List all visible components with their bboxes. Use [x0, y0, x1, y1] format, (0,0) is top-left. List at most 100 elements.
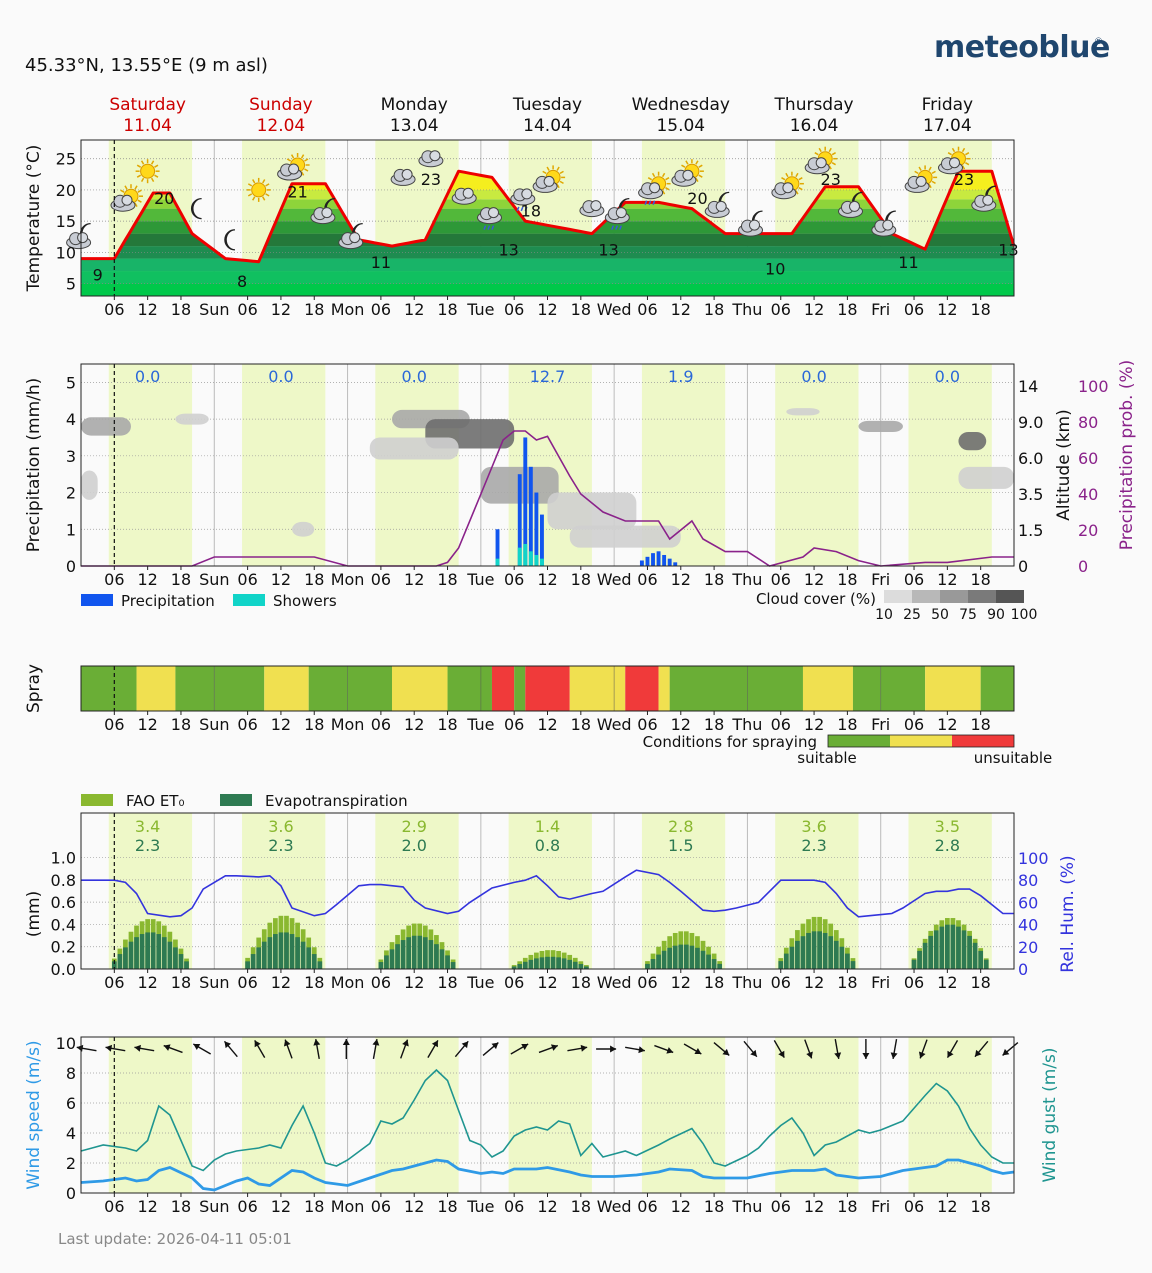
- sun-ray: [681, 164, 686, 168]
- y-tick-label: 1: [66, 520, 76, 539]
- evapotranspiration-bar: [167, 941, 173, 969]
- evapotranspiration-bar: [406, 937, 412, 969]
- temperature-extreme-label: 11: [371, 253, 391, 272]
- evapotranspiration-bar: [584, 966, 589, 969]
- sun-ray: [947, 152, 952, 156]
- evapotranspiration-bar: [928, 935, 934, 969]
- sun-ray: [137, 199, 142, 203]
- evapotranspiration-bar: [683, 944, 689, 969]
- cloud-puff: [288, 163, 300, 175]
- evapotranspiration-bar: [850, 961, 856, 969]
- legend-precipitation-swatch: [81, 594, 113, 606]
- evapotranspiration-bar: [111, 961, 117, 969]
- daily-evap-total: 2.0: [401, 836, 426, 855]
- cloud-puff: [521, 188, 533, 200]
- evapotranspiration-bar: [422, 937, 428, 969]
- wind-direction-arrow: [254, 1039, 266, 1059]
- sun-ray: [262, 179, 266, 184]
- cloud-shape: [771, 182, 797, 200]
- sun-ray: [661, 172, 666, 178]
- daylight-band: [375, 1037, 459, 1193]
- cloud-scale-swatch: [884, 590, 912, 603]
- temperature-extreme-label: 20: [687, 189, 707, 208]
- evapotranspiration-bar: [667, 947, 673, 969]
- cloud-puff: [488, 207, 499, 219]
- x-hour-tick-label: 12: [804, 1197, 824, 1216]
- evapotranspiration-bar: [789, 946, 795, 969]
- cloud-cover-area: [858, 420, 903, 432]
- temperature-extreme-label: 11: [898, 253, 918, 272]
- x-day-tick-label: Thu: [731, 973, 762, 992]
- sun-ray: [546, 166, 550, 171]
- legend-evap-label: Evapotranspiration: [265, 792, 408, 810]
- x-hour-tick-label: 18: [970, 1197, 990, 1216]
- x-day-tick-label: Wed: [597, 570, 632, 589]
- x-hour-tick-label: 18: [437, 1197, 457, 1216]
- evapotranspiration-bar: [245, 961, 250, 969]
- sun-ray: [556, 166, 560, 171]
- wind-direction-arrow: [654, 1044, 674, 1054]
- x-hour-tick-label: 12: [671, 715, 691, 734]
- cloud-puff: [77, 232, 89, 244]
- x-hour-tick-label: 12: [137, 570, 157, 589]
- spray-panel: Spray 06 12 18 Sun 06 12 18 Mon 06 12 18 Tue 06 12 18 We…: [24, 664, 1052, 767]
- temperature-extreme-label: 8: [237, 272, 247, 291]
- sun-ray: [698, 174, 703, 178]
- evapotranspiration-bar: [250, 954, 256, 969]
- x-hour-tick-label: 12: [271, 1197, 291, 1216]
- daily-precip-total: 12.7: [530, 367, 566, 386]
- day-date-label: 11.04: [123, 116, 172, 136]
- x-hour-tick-label: 18: [571, 570, 591, 589]
- cloud-puff: [815, 157, 827, 169]
- day-date-label: 14.04: [523, 116, 572, 136]
- x-hour-tick-label: 06: [504, 973, 524, 992]
- arrow-head: [666, 1047, 674, 1054]
- probability-tick-label: 80: [1078, 413, 1098, 432]
- temperature-extreme-label: 13: [498, 241, 518, 260]
- temperature-extreme-label: 13: [598, 241, 618, 260]
- daily-fao-total: 2.8: [668, 817, 693, 836]
- evapotranspiration-bar: [706, 954, 711, 969]
- y-tick-label: 10: [56, 1034, 76, 1053]
- sun-ray: [661, 190, 666, 195]
- arrow-head: [134, 1044, 141, 1052]
- cloud-shape: [66, 232, 92, 250]
- wind-direction-arrow: [1002, 1042, 1019, 1056]
- daylight-band: [908, 1037, 992, 1193]
- evapotranspiration-bar: [939, 926, 945, 969]
- evapotranspiration-bar: [650, 959, 656, 969]
- x-hour-tick-label: 12: [404, 570, 424, 589]
- cloud-icon: [579, 200, 605, 218]
- x-hour-tick-label: 06: [904, 715, 924, 734]
- spray-legend-suitable-label: suitable: [797, 749, 856, 767]
- x-hour-tick-label: 12: [271, 300, 291, 319]
- evapotranspiration-bar: [545, 956, 550, 969]
- x-hour-tick-label: 06: [371, 973, 391, 992]
- wind-panel: 0 2 4 6 8 10 Wind speed (m/s) Wind gust (m/s) 06…: [24, 1034, 1060, 1216]
- rain-drop: [619, 225, 623, 230]
- sun-ray: [134, 185, 138, 190]
- x-hour-tick-label: 12: [671, 300, 691, 319]
- daylight-band: [641, 813, 726, 969]
- precipitation-bar: [651, 553, 655, 566]
- arrow-head: [224, 1041, 232, 1049]
- daylight-band: [108, 1037, 193, 1193]
- evapotranspiration-bar: [439, 949, 445, 969]
- y-tick-label: 20: [56, 181, 76, 200]
- x-day-tick-label: Tue: [466, 973, 494, 992]
- daylight-band: [108, 364, 193, 566]
- x-hour-tick-label: 12: [537, 715, 557, 734]
- spray-suitable-segment: [880, 666, 926, 711]
- wind-direction-arrow: [454, 1040, 469, 1058]
- daily-evap-total: 0.8: [535, 836, 560, 855]
- humidity-tick-label: 100: [1018, 849, 1049, 868]
- x-hour-tick-label: 12: [537, 973, 557, 992]
- cloud-scale-label: 25: [903, 607, 921, 623]
- precipitation-bar: [645, 556, 650, 566]
- cloud-shape: [971, 194, 997, 212]
- spray-moderate-segment: [392, 666, 448, 711]
- x-day-tick-label: Mon: [331, 973, 365, 992]
- x-day-tick-label: Fri: [871, 300, 890, 319]
- rain-drop: [648, 200, 652, 205]
